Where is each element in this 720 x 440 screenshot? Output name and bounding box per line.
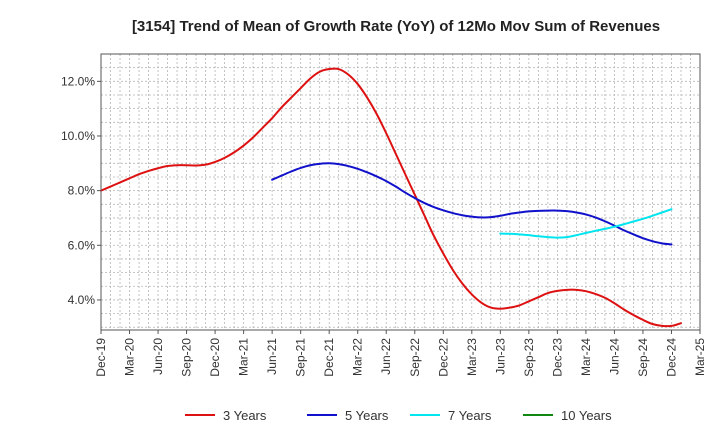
series-lines	[100, 67, 682, 328]
y-axis: 4.0% 6.0% 8.0% 10.0% 12.0%	[61, 74, 101, 307]
y-tick-label: 12.0%	[61, 74, 95, 88]
x-tick-label: Dec-22	[436, 338, 450, 377]
legend-label-10-years: 10 Years	[561, 408, 612, 423]
y-tick-label: 10.0%	[61, 129, 95, 143]
y-tick-label: 6.0%	[68, 238, 96, 252]
x-tick-label: Dec-19	[94, 338, 108, 377]
series-line-3-years	[100, 67, 682, 328]
x-tick-label: Sep-24	[636, 338, 650, 377]
x-tick-label: Dec-24	[664, 338, 678, 377]
x-tick-label: Mar-24	[579, 338, 593, 376]
x-tick-label: Jun-21	[265, 338, 279, 375]
plot-frame	[100, 53, 701, 331]
y-tick-label: 4.0%	[68, 293, 96, 307]
grid	[100, 53, 701, 330]
x-tick-label: Sep-21	[294, 338, 308, 377]
legend-label-3-years: 3 Years	[223, 408, 267, 423]
legend: 3 Years 5 Years 7 Years 10 Years	[185, 408, 612, 423]
x-tick-label: Sep-20	[180, 338, 194, 377]
x-axis: Dec-19 Mar-20 Jun-20 Sep-20 Dec-20 Mar-21 Jun-…	[94, 330, 707, 377]
series-line-5-years	[271, 162, 673, 246]
series-line-7-years	[499, 208, 673, 239]
x-tick-label: Jun-24	[607, 338, 621, 375]
x-tick-label: Dec-23	[550, 338, 564, 377]
x-tick-label: Jun-23	[493, 338, 507, 375]
x-tick-label: Mar-21	[237, 338, 251, 376]
x-tick-label: Sep-23	[522, 338, 536, 377]
x-tick-label: Jun-20	[151, 338, 165, 375]
x-tick-label: Mar-20	[123, 338, 137, 376]
legend-label-7-years: 7 Years	[448, 408, 492, 423]
x-tick-label: Jun-22	[379, 338, 393, 375]
x-tick-label: Mar-22	[351, 338, 365, 376]
x-tick-label: Mar-25	[693, 338, 707, 376]
legend-label-5-years: 5 Years	[345, 408, 389, 423]
x-tick-label: Sep-22	[408, 338, 422, 377]
chart-title: [3154] Trend of Mean of Growth Rate (YoY…	[132, 18, 660, 35]
x-tick-label: Dec-20	[208, 338, 222, 377]
x-tick-label: Mar-23	[465, 338, 479, 376]
y-tick-label: 8.0%	[68, 184, 96, 198]
x-tick-label: Dec-21	[322, 338, 336, 377]
